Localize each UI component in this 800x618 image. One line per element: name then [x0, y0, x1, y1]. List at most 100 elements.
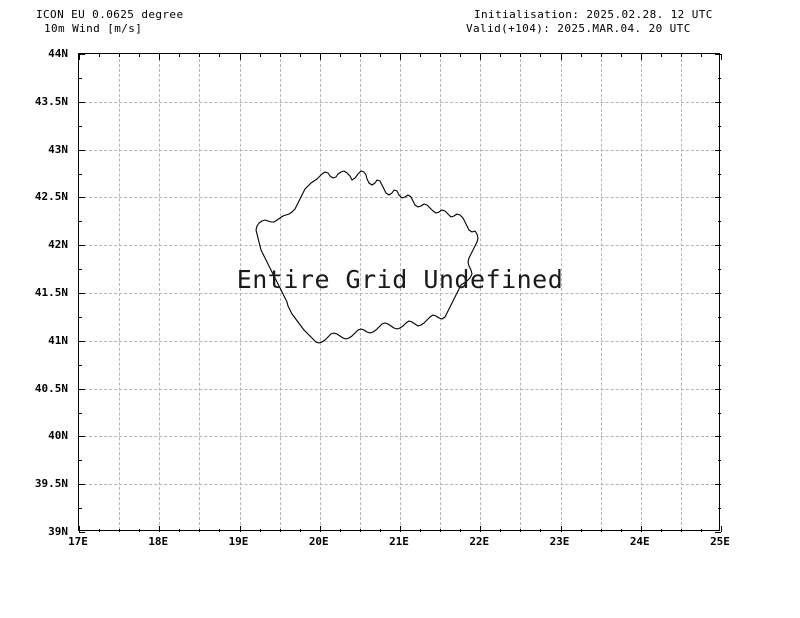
x-axis-minor-tick	[520, 529, 522, 532]
x-axis-tick-label: 21E	[389, 535, 409, 548]
x-axis-minor-tick	[359, 54, 361, 57]
y-axis-minor-tick	[79, 316, 82, 318]
x-axis-minor-tick	[620, 54, 622, 57]
y-axis-minor-tick	[79, 460, 82, 462]
x-axis-minor-tick	[500, 529, 502, 532]
y-axis-minor-tick	[718, 173, 721, 175]
x-axis-tick	[319, 54, 321, 60]
y-axis-minor-tick	[718, 316, 721, 318]
x-axis-minor-tick	[700, 529, 702, 532]
y-axis-tick	[715, 436, 721, 438]
y-axis-minor-tick	[79, 364, 82, 366]
y-axis-minor-tick	[718, 412, 721, 414]
x-axis-minor-tick	[179, 529, 181, 532]
y-axis-minor-tick	[718, 460, 721, 462]
y-axis-minor-tick	[79, 508, 82, 510]
y-axis-tick	[715, 484, 721, 486]
gridline-vertical	[440, 54, 442, 530]
y-axis-minor-tick	[79, 77, 82, 79]
gridline-horizontal	[79, 484, 719, 486]
x-axis-minor-tick	[680, 54, 682, 57]
x-axis-tick	[239, 526, 241, 532]
x-axis-tick	[159, 54, 161, 60]
x-axis-minor-tick	[99, 54, 101, 57]
x-axis-minor-tick	[660, 529, 662, 532]
x-axis-tick	[79, 54, 80, 60]
y-axis-tick-label: 40N	[48, 429, 68, 443]
y-axis-tick	[79, 149, 85, 151]
y-axis-tick	[715, 532, 721, 533]
y-axis-minor-tick	[718, 364, 721, 366]
x-axis-minor-tick	[299, 529, 301, 532]
x-axis-minor-tick	[540, 529, 542, 532]
y-axis-tick	[79, 293, 85, 294]
y-axis-minor-tick	[718, 77, 721, 79]
x-axis-minor-tick	[139, 54, 141, 57]
x-axis-tick	[640, 54, 642, 60]
y-axis-tick	[715, 340, 721, 342]
y-axis-minor-tick	[718, 508, 721, 510]
x-axis-tick	[721, 54, 722, 60]
y-axis-tick-label: 41.5N	[34, 286, 68, 299]
x-axis-tick-label: 19E	[228, 535, 249, 548]
x-axis-minor-tick	[279, 54, 281, 57]
valid-time-label: Valid(+104): 2025.MAR.04. 20 UTC	[466, 22, 691, 35]
gridline-vertical	[319, 54, 321, 530]
x-axis-minor-tick	[680, 529, 682, 532]
x-axis-minor-tick	[279, 529, 281, 532]
x-axis-minor-tick	[339, 54, 341, 57]
entire-grid-undefined-message: Entire Grid Undefined	[236, 265, 564, 294]
y-axis-tick	[79, 340, 85, 342]
gridline-vertical	[560, 54, 562, 530]
gridline-vertical	[640, 54, 642, 530]
x-axis-tick	[640, 526, 642, 532]
x-axis-minor-tick	[620, 529, 622, 532]
x-axis-minor-tick	[500, 54, 502, 57]
x-axis-minor-tick	[540, 54, 542, 57]
y-axis-minor-tick	[79, 125, 82, 127]
y-axis-minor-tick	[718, 221, 721, 223]
y-axis-tick	[79, 436, 85, 438]
gridline-vertical	[400, 54, 401, 530]
y-axis-tick	[715, 293, 721, 294]
y-axis-tick	[79, 54, 85, 55]
y-axis-minor-tick	[79, 412, 82, 414]
x-axis-tick-label: 23E	[549, 535, 570, 548]
gridline-horizontal	[79, 101, 719, 103]
y-axis-tick	[715, 388, 721, 390]
x-axis-tick-label: 24E	[629, 535, 650, 548]
x-axis-tick	[721, 526, 722, 532]
y-axis-tick-label: 43N	[48, 142, 68, 156]
gridline-horizontal	[79, 340, 719, 342]
gridline-vertical	[680, 54, 682, 530]
y-axis-tick	[79, 388, 85, 390]
x-axis-minor-tick	[580, 529, 582, 532]
gridline-horizontal	[79, 436, 719, 438]
x-axis-tick	[400, 54, 401, 60]
map-plot-inner: Entire Grid Undefined	[79, 54, 719, 530]
x-axis-tick	[79, 526, 80, 532]
y-axis-tick-label: 43.5N	[34, 94, 68, 108]
x-axis-minor-tick	[299, 54, 301, 57]
y-axis-tick	[715, 149, 721, 151]
gridline-vertical	[480, 54, 482, 530]
x-axis-tick-label: 22E	[469, 535, 490, 548]
x-axis-minor-tick	[199, 54, 201, 57]
y-axis-tick-label: 39N	[48, 525, 68, 538]
y-axis-tick-label: 42.5N	[34, 190, 68, 204]
x-axis-minor-tick	[219, 54, 221, 57]
x-axis-minor-tick	[359, 529, 361, 532]
x-axis-tick	[560, 54, 562, 60]
y-axis-tick-label: 42N	[48, 238, 68, 252]
x-axis-minor-tick	[420, 54, 422, 57]
y-axis-tick	[79, 197, 85, 199]
y-axis-tick-label: 41N	[48, 333, 68, 347]
x-axis-minor-tick	[600, 529, 602, 532]
gridline-vertical	[199, 54, 201, 530]
x-axis-minor-tick	[259, 529, 261, 532]
x-axis-minor-tick	[700, 54, 702, 57]
y-axis-tick	[715, 197, 721, 199]
y-axis-minor-tick	[79, 269, 82, 271]
y-axis-minor-tick	[79, 173, 82, 175]
